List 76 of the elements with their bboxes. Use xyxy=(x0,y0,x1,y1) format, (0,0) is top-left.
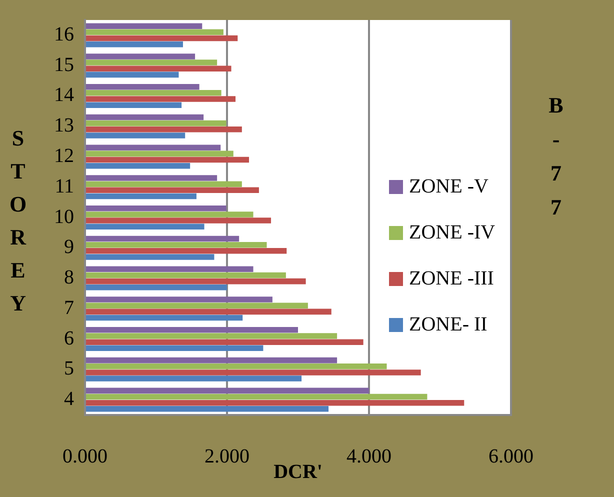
bar xyxy=(86,29,224,36)
bar xyxy=(86,284,227,290)
y-tick-label: 16 xyxy=(54,23,74,46)
bar xyxy=(86,272,286,278)
bar xyxy=(86,96,236,102)
y-tick-label: 11 xyxy=(54,175,74,198)
bar xyxy=(86,120,226,126)
bar xyxy=(86,114,204,120)
bar xyxy=(86,41,183,48)
y-tick-label: 9 xyxy=(64,236,74,258)
x-tick-label: 2.000 xyxy=(204,445,250,468)
bar xyxy=(86,181,242,187)
bar xyxy=(86,126,242,132)
x-axis-title: DCR' xyxy=(274,461,322,484)
bar xyxy=(86,357,338,364)
bar xyxy=(86,60,218,66)
bar xyxy=(86,132,186,138)
bar xyxy=(86,187,259,194)
y-tick-label: 15 xyxy=(54,54,74,76)
bar xyxy=(86,236,240,242)
y-tick-label: 12 xyxy=(54,144,74,167)
bar xyxy=(86,162,190,169)
legend-label: ZONE -V xyxy=(409,175,489,198)
bar xyxy=(86,339,364,345)
bar xyxy=(86,242,267,248)
bar xyxy=(86,296,272,302)
bar xyxy=(86,90,222,96)
legend-label: ZONE -III xyxy=(409,267,494,290)
x-tick-label: 4.000 xyxy=(346,445,392,468)
bar xyxy=(86,364,387,370)
bar xyxy=(86,23,202,29)
bar xyxy=(86,314,243,321)
bar xyxy=(86,212,254,218)
bar xyxy=(86,394,428,400)
text: B-77 xyxy=(548,92,564,220)
bar xyxy=(86,206,226,212)
bar xyxy=(86,218,272,224)
bar xyxy=(86,388,369,394)
bar xyxy=(86,254,214,260)
bar xyxy=(86,406,329,412)
bar xyxy=(86,35,238,42)
bar xyxy=(86,175,218,181)
bar xyxy=(86,345,264,352)
legend-label: ZONE -IV xyxy=(409,221,496,244)
y-axis-title: STOREY xyxy=(9,126,28,316)
bar xyxy=(86,66,232,72)
y-tick-label: 6 xyxy=(64,327,74,350)
y-tick-label: 10 xyxy=(54,206,74,228)
bar xyxy=(86,308,332,315)
y-tick-label: 7 xyxy=(64,296,74,319)
bar xyxy=(86,84,200,90)
bar xyxy=(86,327,298,333)
bar xyxy=(86,266,254,272)
y-tick-label: 4 xyxy=(64,388,74,410)
bar xyxy=(86,156,250,163)
y-tick-label: 8 xyxy=(64,266,74,289)
bar xyxy=(86,193,196,200)
x-tick-label: 0.000 xyxy=(62,445,108,468)
bar xyxy=(86,150,234,157)
bar xyxy=(86,376,302,382)
bar xyxy=(86,370,421,376)
bar xyxy=(86,54,196,60)
x-tick-label: 6.000 xyxy=(488,445,534,468)
bar xyxy=(86,333,338,339)
y-tick-label: 5 xyxy=(64,358,74,380)
y-tick-label: 14 xyxy=(54,84,74,106)
legend-label: ZONE- II xyxy=(409,313,488,336)
bar xyxy=(86,278,306,284)
bar xyxy=(86,248,287,254)
bar xyxy=(86,224,204,230)
bar xyxy=(86,144,221,150)
bar xyxy=(86,302,308,308)
bar xyxy=(86,102,182,108)
bar xyxy=(86,72,179,78)
y-tick-label: 13 xyxy=(54,114,74,137)
bar xyxy=(86,400,464,406)
